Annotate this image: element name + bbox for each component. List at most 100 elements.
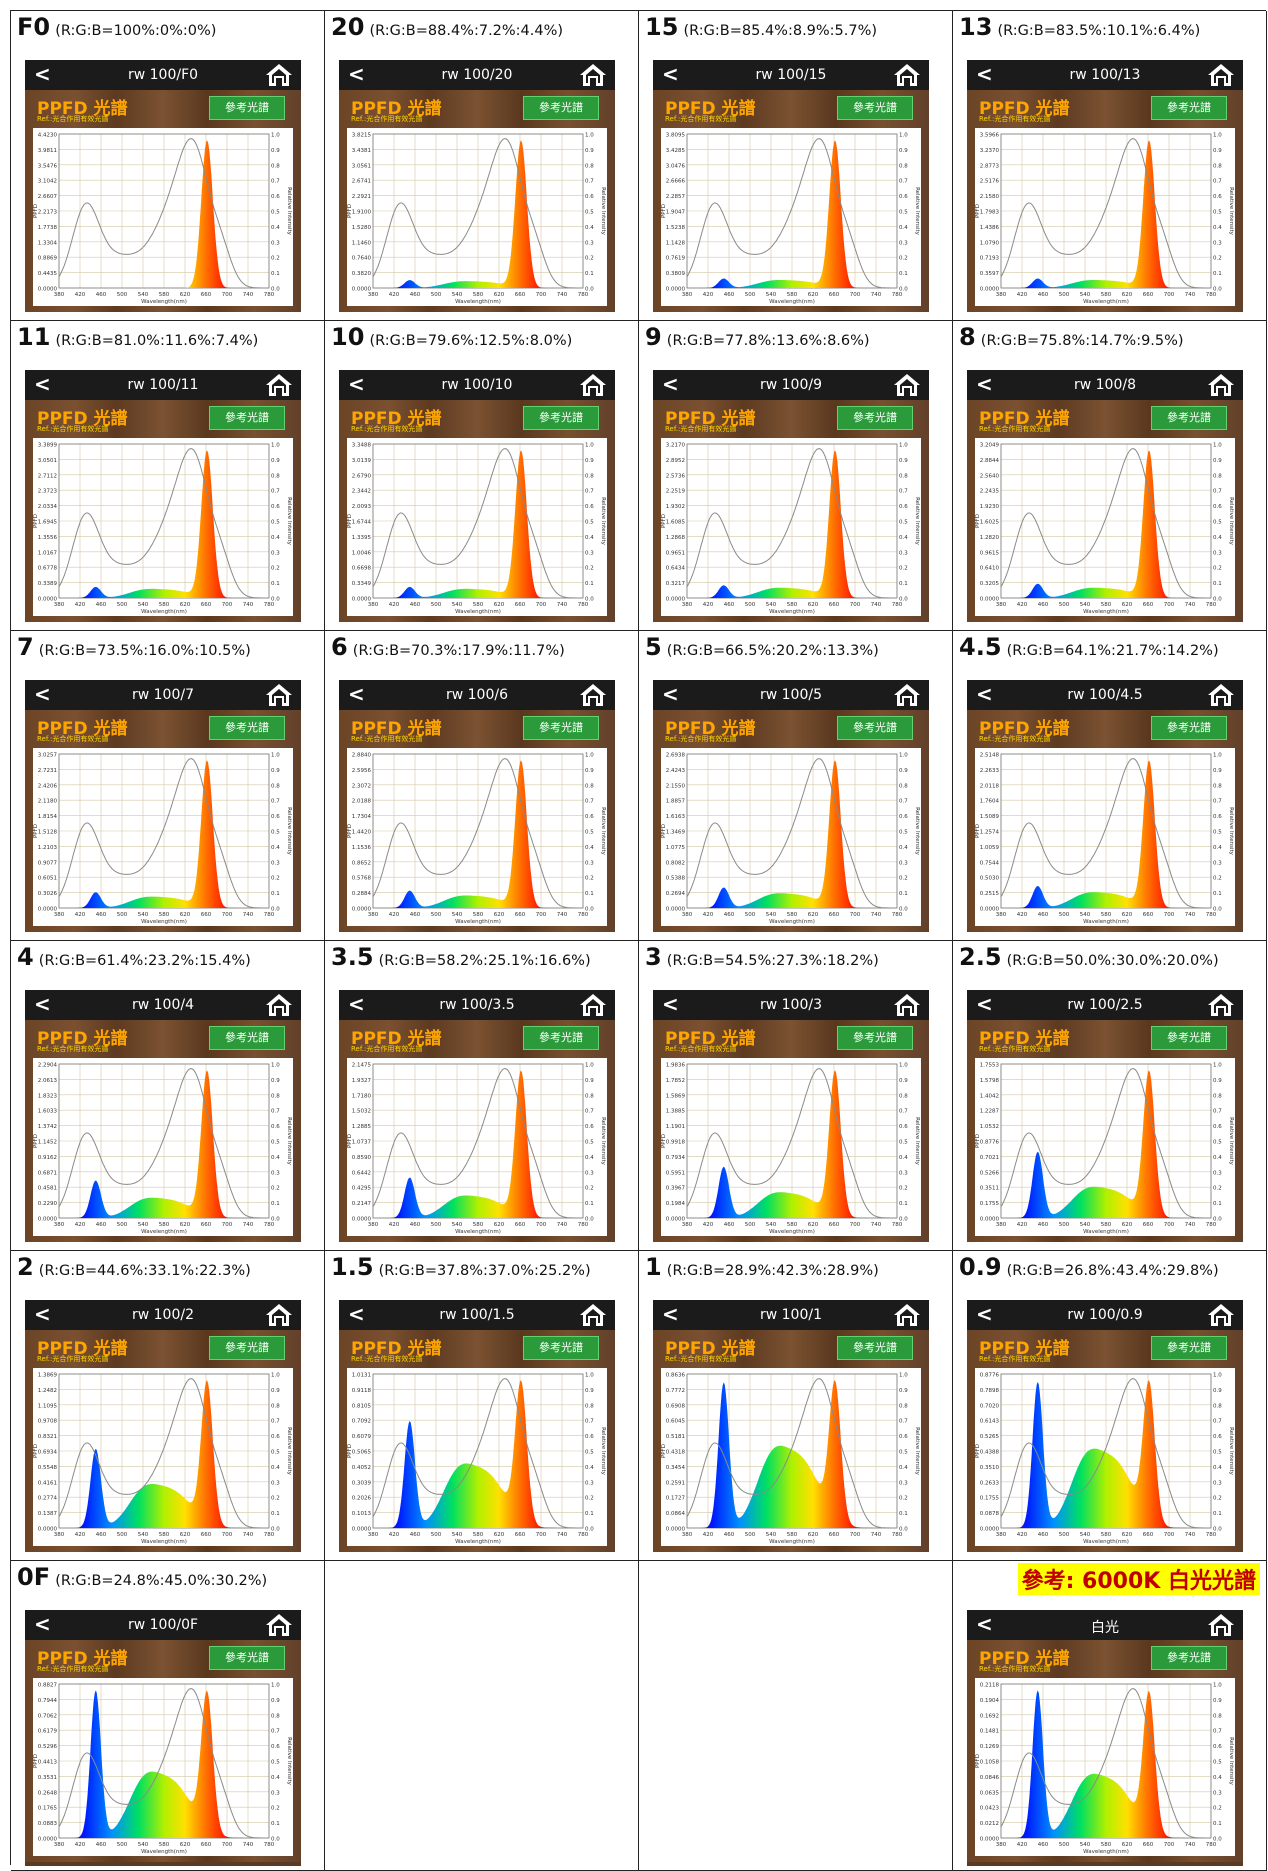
reference-spectrum-button[interactable]: 參考光譜 xyxy=(1151,96,1227,120)
reference-spectrum-button[interactable]: 參考光譜 xyxy=(523,1336,599,1360)
app-title-bar: < rw 100/3.5 xyxy=(339,990,615,1020)
chevron-left-icon[interactable]: < xyxy=(34,372,51,396)
chevron-left-icon[interactable]: < xyxy=(976,62,993,86)
home-icon[interactable] xyxy=(1207,1303,1235,1327)
x-tick-label: 660 xyxy=(829,1532,840,1538)
x-tick-label: 420 xyxy=(75,602,86,608)
chevron-left-icon[interactable]: < xyxy=(34,992,51,1016)
x-tick-label: 380 xyxy=(54,1222,65,1228)
home-icon[interactable] xyxy=(893,683,921,707)
chevron-left-icon[interactable]: < xyxy=(348,992,365,1016)
reference-spectrum-button[interactable]: 參考光譜 xyxy=(523,716,599,740)
reference-spectrum-button[interactable]: 參考光譜 xyxy=(837,1336,913,1360)
right-tick-label: 0.9 xyxy=(271,1078,280,1084)
right-tick-label: 0.8 xyxy=(585,1403,594,1409)
right-tick-label: 0.4 xyxy=(271,1465,280,1471)
reference-spectrum-button[interactable]: 參考光譜 xyxy=(1151,1646,1227,1670)
screen-title: rw 100/7 xyxy=(131,687,194,703)
reference-spectrum-button[interactable]: 參考光譜 xyxy=(523,1026,599,1050)
home-icon[interactable] xyxy=(893,63,921,87)
home-icon[interactable] xyxy=(265,63,293,87)
chevron-left-icon[interactable]: < xyxy=(976,372,993,396)
app-title-bar: < rw 100/13 xyxy=(967,60,1243,90)
reference-spectrum-button[interactable]: 參考光譜 xyxy=(209,1646,285,1670)
reference-spectrum-button[interactable]: 參考光譜 xyxy=(523,96,599,120)
reference-spectrum-button[interactable]: 參考光譜 xyxy=(1151,716,1227,740)
reference-spectrum-button[interactable]: 參考光譜 xyxy=(523,406,599,430)
chevron-left-icon[interactable]: < xyxy=(348,1302,365,1326)
chevron-left-icon[interactable]: < xyxy=(976,1612,993,1636)
ref-text: Ref.:光合作用有效光譜 xyxy=(37,115,109,123)
right-tick-label: 0.1 xyxy=(1213,581,1222,587)
home-icon[interactable] xyxy=(265,373,293,397)
chevron-left-icon[interactable]: < xyxy=(348,62,365,86)
home-icon[interactable] xyxy=(579,373,607,397)
y-tick-label: 0.1765 xyxy=(38,1806,58,1812)
y-tick-label: 1.3885 xyxy=(666,1109,686,1115)
home-icon[interactable] xyxy=(1207,1613,1235,1637)
home-icon[interactable] xyxy=(1207,63,1235,87)
chevron-left-icon[interactable]: < xyxy=(662,62,679,86)
wood-background: PPFD 光譜 Ref.:光合作用有效光譜 參考光譜 1.3869 1.2482 1… xyxy=(25,1330,301,1552)
table-cell: 7 (R:G:B=73.5%:16.0%:10.5%) < rw 100/7 P… xyxy=(11,631,325,941)
home-icon[interactable] xyxy=(579,993,607,1017)
chevron-left-icon[interactable]: < xyxy=(662,372,679,396)
home-icon[interactable] xyxy=(265,1303,293,1327)
chevron-left-icon[interactable]: < xyxy=(34,62,51,86)
reference-spectrum-button[interactable]: 參考光譜 xyxy=(1151,1336,1227,1360)
reference-spectrum-button[interactable]: 參考光譜 xyxy=(209,716,285,740)
right-tick-label: 0.4 xyxy=(271,1155,280,1161)
y-tick-label: 1.6085 xyxy=(666,520,686,526)
reference-spectrum-button[interactable]: 參考光譜 xyxy=(209,96,285,120)
reference-spectrum-button[interactable]: 參考光譜 xyxy=(1151,406,1227,430)
chevron-left-icon[interactable]: < xyxy=(976,1302,993,1326)
reference-spectrum-button[interactable]: 參考光譜 xyxy=(837,1026,913,1050)
right-tick-label: 0.8 xyxy=(585,473,594,479)
y-tick-label: 0.3389 xyxy=(38,581,58,587)
spectrum-chart-svg: 3.2170 2.8952 2.5736 2.2519 1.9302 1.6085 1.28… xyxy=(661,443,920,616)
home-icon[interactable] xyxy=(265,683,293,707)
y-tick-label: 1.5032 xyxy=(352,1109,371,1115)
home-icon[interactable] xyxy=(579,1303,607,1327)
chevron-left-icon[interactable]: < xyxy=(348,682,365,706)
reference-spectrum-button[interactable]: 參考光譜 xyxy=(837,406,913,430)
chevron-left-icon[interactable]: < xyxy=(348,372,365,396)
home-icon[interactable] xyxy=(265,1613,293,1637)
chevron-left-icon[interactable]: < xyxy=(34,1302,51,1326)
ppfd-title: PPFD 光譜 xyxy=(665,1339,756,1359)
chevron-left-icon[interactable]: < xyxy=(34,682,51,706)
app-screenshot: < rw 100/11 PPFD 光譜 Ref.:光合作用有效光譜 參考光譜 3… xyxy=(25,370,301,622)
home-icon[interactable] xyxy=(1207,373,1235,397)
home-icon[interactable] xyxy=(1207,683,1235,707)
home-icon[interactable] xyxy=(1207,993,1235,1017)
screen-title: rw 100/2.5 xyxy=(1067,997,1143,1013)
chevron-left-icon[interactable]: < xyxy=(662,992,679,1016)
reference-spectrum-button[interactable]: 參考光譜 xyxy=(209,406,285,430)
right-tick-label: 0.0 xyxy=(899,1527,908,1533)
right-tick-label: 0.6 xyxy=(1213,814,1222,820)
y-tick-label: 1.0532 xyxy=(980,1124,999,1130)
chevron-left-icon[interactable]: < xyxy=(976,992,993,1016)
chevron-left-icon[interactable]: < xyxy=(976,682,993,706)
home-icon[interactable] xyxy=(579,63,607,87)
y-tick-label: 0.9708 xyxy=(38,1419,58,1425)
home-icon[interactable] xyxy=(265,993,293,1017)
chevron-left-icon[interactable]: < xyxy=(34,1612,51,1636)
reference-spectrum-button[interactable]: 參考光譜 xyxy=(209,1336,285,1360)
home-icon[interactable] xyxy=(893,993,921,1017)
home-icon[interactable] xyxy=(893,373,921,397)
home-icon[interactable] xyxy=(579,683,607,707)
right-tick-label: 0.9 xyxy=(271,1388,280,1394)
screen-title: rw 100/3 xyxy=(759,997,822,1013)
chevron-left-icon[interactable]: < xyxy=(662,1302,679,1326)
reference-spectrum-button[interactable]: 參考光譜 xyxy=(837,716,913,740)
chevron-left-icon[interactable]: < xyxy=(662,682,679,706)
y-tick-label: 0.6179 xyxy=(38,1729,58,1735)
reference-spectrum-button[interactable]: 參考光譜 xyxy=(837,96,913,120)
y-tick-label: 2.2921 xyxy=(352,194,371,200)
cell-heading: 參考: 6000K 白光光譜 xyxy=(1017,1563,1260,1595)
reference-spectrum-button[interactable]: 參考光譜 xyxy=(1151,1026,1227,1050)
reference-spectrum-button[interactable]: 參考光譜 xyxy=(209,1026,285,1050)
home-icon[interactable] xyxy=(893,1303,921,1327)
y-tick-label: 0.1013 xyxy=(352,1511,372,1517)
